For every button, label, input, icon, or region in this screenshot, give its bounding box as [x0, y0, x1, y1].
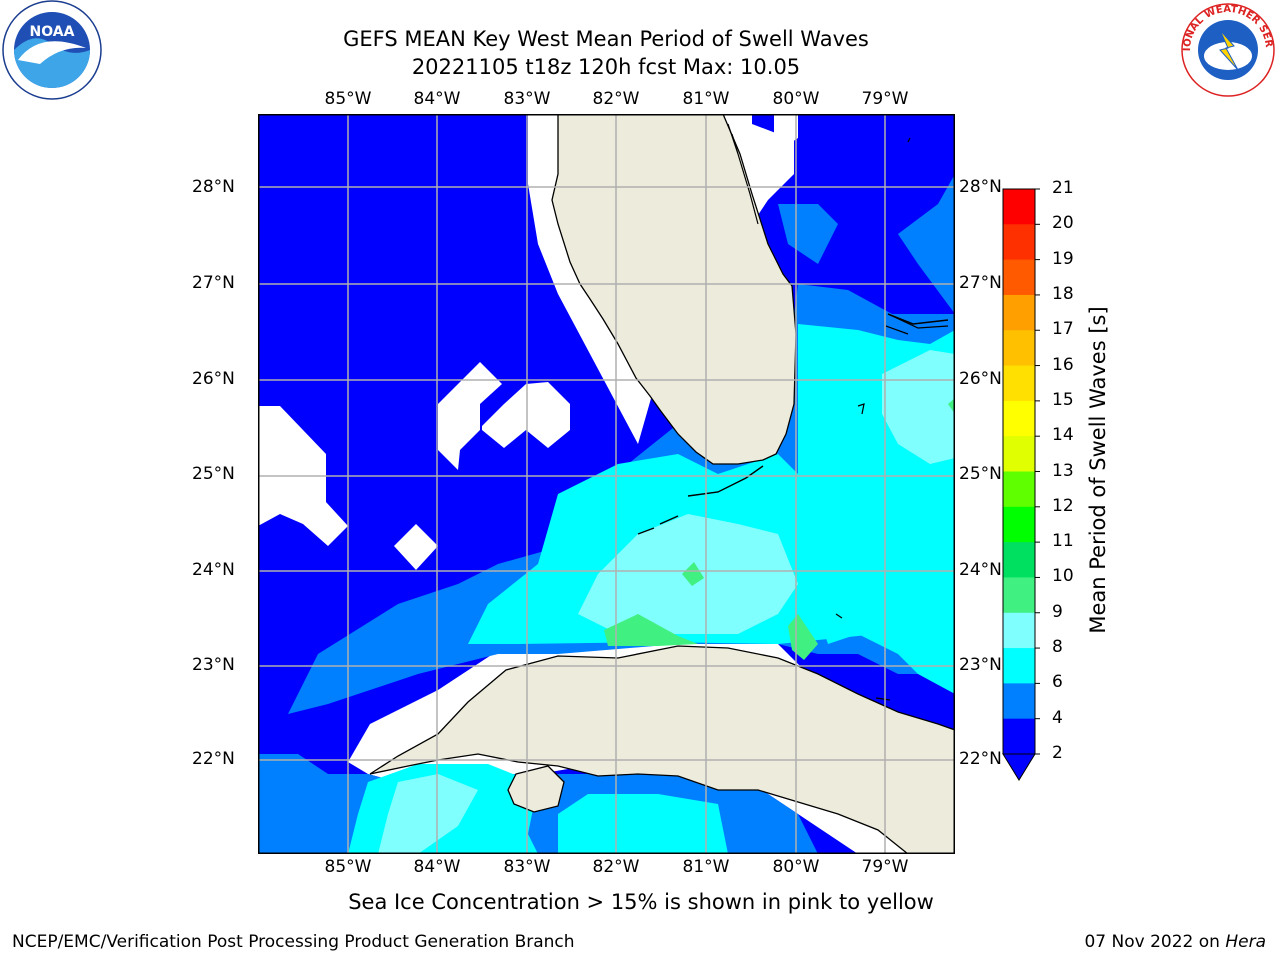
colorbar-tick-label: 19	[1052, 248, 1074, 269]
ocean-9-10-region	[682, 562, 704, 586]
grand-bahama	[887, 313, 949, 325]
colorbar-segment	[1003, 436, 1035, 472]
colorbar-tick-label: 18	[1052, 283, 1074, 304]
lat-label-left: 27°N	[192, 273, 235, 293]
colorbar-segment	[1003, 400, 1035, 437]
colorbar-tick-label: 6	[1052, 672, 1063, 693]
date-text: 07 Nov 2022 on	[1084, 932, 1226, 952]
lat-label-left: 24°N	[192, 560, 235, 580]
ocean-4-6-region	[898, 174, 955, 314]
colorbar-tick-label: 8	[1052, 637, 1063, 658]
colorbar-segment	[1003, 224, 1035, 261]
svg-text:NOAA: NOAA	[30, 24, 75, 40]
colorbar-segment	[1003, 542, 1035, 578]
lon-label-top: 82°W	[592, 89, 640, 109]
colorbar-tick-label: 4	[1052, 707, 1063, 728]
lat-label-right: 22°N	[959, 749, 1002, 769]
colorbar-segment	[1003, 506, 1035, 543]
lat-label-left: 25°N	[192, 464, 235, 484]
colorbar-tick-label: 20	[1052, 213, 1074, 234]
lat-label-right: 23°N	[959, 655, 1002, 675]
colorbar-tick-label: 10	[1052, 566, 1074, 587]
lat-label-right: 26°N	[959, 369, 1002, 389]
colorbar-tick-label: 21	[1052, 178, 1074, 198]
lon-label-bottom: 83°W	[503, 857, 551, 877]
colorbar-tick-label: 9	[1052, 601, 1063, 622]
colorbar-segment	[1003, 648, 1035, 684]
colorbar-segment	[1003, 612, 1035, 649]
bahamas-islands	[835, 137, 911, 701]
ocean-8-9-region	[378, 774, 478, 854]
lat-label-right: 24°N	[959, 560, 1002, 580]
colorbar-tick-label: 12	[1052, 495, 1074, 516]
lon-label-bottom: 85°W	[324, 857, 372, 877]
colorbar	[1002, 188, 1040, 781]
colorbar-segment	[1003, 294, 1035, 331]
florida-keys	[637, 465, 764, 535]
missing-data-patch	[482, 382, 570, 448]
ocean-4-6-region	[778, 204, 838, 264]
missing-data-patch	[774, 114, 798, 154]
ocean-9-10-region	[604, 614, 698, 646]
colorbar-label: Mean Period of Swell Waves [s]	[1086, 306, 1110, 634]
lon-label-bottom: 80°W	[772, 857, 820, 877]
missing-data-patch	[438, 362, 502, 470]
generation-date: 07 Nov 2022 on Hera	[1084, 932, 1266, 952]
cuba-landmass	[369, 645, 955, 854]
lon-label-bottom: 81°W	[682, 857, 730, 877]
colorbar-tick-label: 15	[1052, 389, 1074, 410]
lon-label-top: 81°W	[682, 89, 730, 109]
lon-label-top: 85°W	[324, 89, 372, 109]
colorbar-tick-label: 17	[1052, 319, 1074, 340]
map-gridlines	[258, 114, 955, 854]
colorbar-tick-label: 16	[1052, 354, 1074, 375]
swell-period-map	[258, 114, 955, 854]
lon-label-bottom: 84°W	[413, 857, 461, 877]
lat-label-right: 27°N	[959, 273, 1002, 293]
colorbar-segment	[1003, 683, 1035, 720]
sea-ice-footnote: Sea Ice Concentration > 15% is shown in …	[348, 890, 934, 914]
colorbar-segment	[1003, 718, 1035, 755]
lon-label-top: 83°W	[503, 89, 551, 109]
host-name: Hera	[1225, 932, 1266, 952]
isla-de-la-juventud	[507, 765, 565, 813]
chart-subtitle: 20221105 t18z 120h fcst Max: 10.05	[411, 55, 801, 79]
ocean-9-10-region	[948, 398, 955, 414]
lat-label-left: 23°N	[192, 655, 235, 675]
colorbar-tick-label: 14	[1052, 425, 1074, 446]
colorbar-tick-label: 13	[1052, 460, 1074, 481]
lon-label-bottom: 82°W	[592, 857, 640, 877]
nws-logo: NATIONAL WEATHER SERVICE	[1176, 0, 1276, 98]
ocean-6-8-region	[558, 794, 728, 854]
colorbar-segment	[1003, 471, 1035, 508]
lon-label-top: 80°W	[772, 89, 820, 109]
colorbar-segment	[1003, 577, 1035, 614]
colorbar-tick-label: 2	[1052, 743, 1063, 763]
barrier-islands	[727, 123, 949, 335]
colorbar-segment	[1003, 330, 1035, 367]
lon-label-top: 79°W	[861, 89, 909, 109]
lon-label-top: 84°W	[413, 89, 461, 109]
lat-label-left: 26°N	[192, 369, 235, 389]
lat-label-left: 28°N	[192, 177, 235, 197]
colorbar-segment	[1003, 259, 1035, 296]
chart-title: GEFS MEAN Key West Mean Period of Swell …	[343, 27, 869, 51]
ocean-8-9-region	[882, 350, 955, 464]
lon-label-bottom: 79°W	[861, 857, 909, 877]
colorbar-extend-triangle	[1002, 753, 1036, 781]
producer-credit: NCEP/EMC/Verification Post Processing Pr…	[12, 932, 575, 952]
lat-label-right: 28°N	[959, 177, 1002, 197]
lat-label-left: 22°N	[192, 749, 235, 769]
florida-landmass	[551, 114, 797, 465]
colorbar-segment	[1003, 365, 1035, 402]
missing-data-patch	[394, 524, 438, 570]
colorbar-segment	[1003, 189, 1035, 225]
lat-label-right: 25°N	[959, 464, 1002, 484]
colorbar-tick-label: 11	[1052, 531, 1074, 552]
noaa-logo: NOAA	[2, 0, 102, 100]
